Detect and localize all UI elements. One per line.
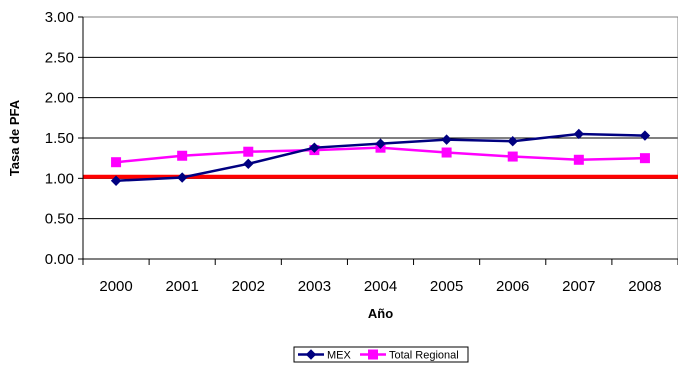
x-tick-label: 2005 (430, 278, 463, 295)
x-tick-label: 2001 (165, 278, 198, 295)
y-tick-label: 3.00 (45, 9, 74, 26)
data-point (639, 153, 650, 164)
y-tick-label: 2.00 (45, 90, 74, 107)
x-tick-labels: 2000 2001 2002 2003 2004 2005 2006 2007 2008 (99, 278, 661, 295)
y-tick-label: 0.00 (45, 251, 74, 268)
legend-items: MEX Total Regional (298, 349, 459, 362)
x-tick-label: 2007 (562, 278, 595, 295)
data-series (110, 128, 651, 186)
x-tick-label: 2000 (99, 278, 132, 295)
data-point (243, 146, 254, 157)
legend-item: MEX (298, 349, 352, 362)
series-mex (110, 128, 651, 186)
x-tick-label: 2006 (496, 278, 529, 295)
y-tick-label: 2.50 (45, 49, 74, 66)
axes (78, 16, 678, 265)
data-point (573, 154, 584, 165)
x-tick-label: 2002 (232, 278, 265, 295)
gridlines (83, 16, 678, 260)
data-point (639, 130, 651, 141)
data-point (309, 142, 320, 153)
legend-label: MEX (327, 350, 352, 362)
data-point (177, 150, 188, 161)
y-tick-label: 1.50 (45, 130, 74, 147)
data-point (176, 172, 188, 183)
y-tick-label: 0.50 (45, 211, 74, 228)
data-point (243, 158, 254, 170)
legend-item: Total Regional (360, 349, 459, 362)
data-point (573, 128, 585, 140)
x-tick-label: 2008 (628, 278, 661, 295)
data-point (441, 147, 452, 158)
x-axis-title: Año (368, 306, 393, 321)
y-tick-labels: 0.00 0.50 1.00 1.50 2.00 2.50 3.00 (45, 9, 74, 268)
legend: MEX Total Regional (293, 346, 469, 363)
data-point (507, 151, 518, 162)
data-point (507, 136, 518, 147)
y-axis-title: Tasa de PFA (7, 99, 22, 176)
data-point (111, 157, 122, 168)
x-tick-label: 2004 (364, 278, 397, 295)
x-tick-label: 2003 (298, 278, 331, 295)
legend-swatch-marker (368, 349, 378, 360)
legend-swatch-marker (305, 349, 317, 360)
data-point (375, 138, 386, 149)
data-point (110, 175, 122, 186)
y-tick-label: 1.00 (45, 170, 74, 187)
legend-label: Total Regional (389, 350, 459, 362)
data-point (441, 134, 452, 145)
